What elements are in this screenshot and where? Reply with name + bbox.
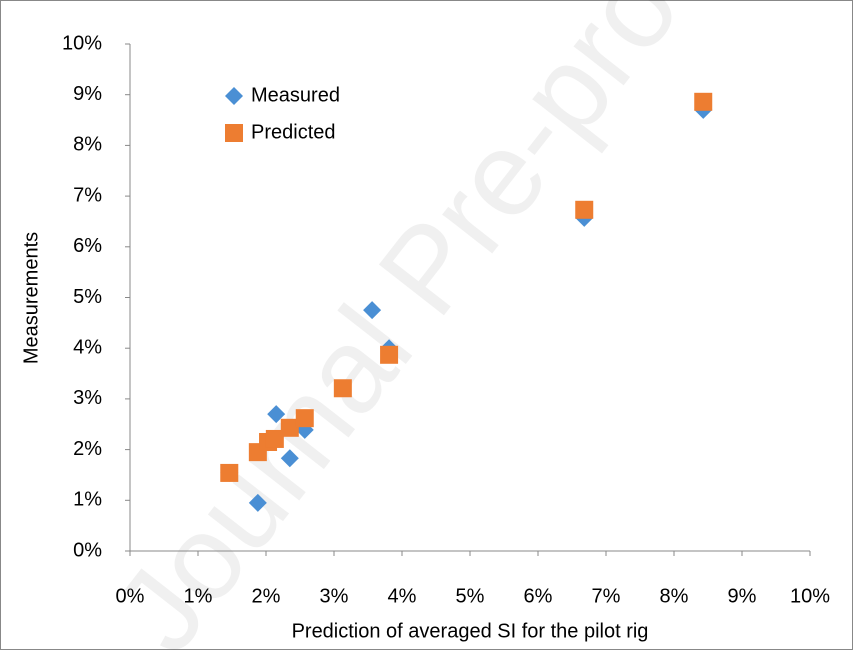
point [295, 409, 314, 428]
x-tick-label: 10% [790, 585, 830, 607]
x-tick-label: 1% [184, 585, 213, 607]
legend-label: Measured [251, 84, 340, 106]
x-tick-label: 8% [660, 585, 689, 607]
point [248, 493, 267, 512]
legend-marker [225, 124, 243, 142]
y-axis-title: Measurements [20, 232, 42, 364]
x-tick-label: 5% [456, 585, 485, 607]
point [280, 449, 299, 468]
x-tick-label: 4% [388, 585, 417, 607]
x-tick-label: 0% [116, 585, 145, 607]
y-tick-label: 8% [73, 134, 102, 156]
point [265, 429, 284, 448]
point [694, 92, 713, 111]
y-tick-label: 7% [73, 184, 102, 206]
y-tick-label: 6% [73, 235, 102, 257]
y-tick-label: 4% [73, 336, 102, 358]
y-tick-label: 0% [73, 539, 102, 561]
y-tick-label: 3% [73, 387, 102, 409]
y-tick-label: 9% [73, 83, 102, 105]
y-tick-label: 1% [73, 489, 102, 511]
x-tick-label: 3% [320, 585, 349, 607]
x-tick-label: 6% [524, 585, 553, 607]
x-tick-label: 7% [592, 585, 621, 607]
y-tick-label: 2% [73, 438, 102, 460]
point [220, 463, 239, 482]
point [333, 379, 352, 398]
point [380, 345, 399, 364]
point [363, 301, 382, 320]
x-axis-title: Prediction of averaged SI for the pilot … [292, 620, 649, 642]
legend-marker [225, 87, 243, 105]
x-tick-label: 2% [252, 585, 281, 607]
legend-label: Predicted [251, 121, 336, 143]
point [575, 200, 594, 219]
point [280, 418, 299, 437]
point [267, 405, 286, 424]
y-tick-label: 5% [73, 286, 102, 308]
y-tick-label: 10% [62, 32, 102, 54]
x-tick-label: 9% [728, 585, 757, 607]
